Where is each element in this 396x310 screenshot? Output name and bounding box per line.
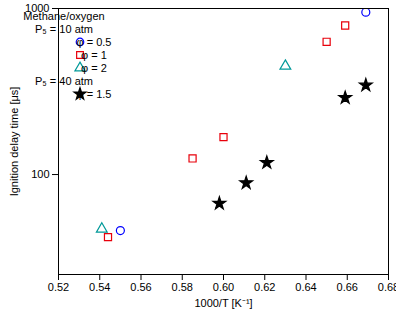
svg-text:φ = 2: φ = 2 — [81, 62, 107, 74]
svg-text:1000/T [K⁻¹]: 1000/T [K⁻¹] — [194, 297, 252, 309]
svg-text:P₅ = 10 atm: P₅ = 10 atm — [35, 23, 93, 35]
svg-text:φ = 1.5: φ = 1.5 — [77, 88, 112, 100]
svg-text:0.62: 0.62 — [254, 281, 275, 293]
svg-text:0.60: 0.60 — [213, 281, 234, 293]
svg-text:0.66: 0.66 — [337, 281, 358, 293]
svg-text:0.68: 0.68 — [378, 281, 396, 293]
svg-text:0.56: 0.56 — [130, 281, 151, 293]
svg-text:0.64: 0.64 — [295, 281, 316, 293]
svg-text:P₅ = 40 atm: P₅ = 40 atm — [35, 75, 93, 87]
svg-text:1000: 1000 — [25, 2, 50, 14]
svg-text:Ignition delay time [μs]: Ignition delay time [μs] — [8, 87, 20, 197]
svg-text:φ = 0.5: φ = 0.5 — [77, 36, 112, 48]
svg-text:0.52: 0.52 — [48, 281, 69, 293]
svg-text:0.54: 0.54 — [89, 281, 110, 293]
svg-text:φ = 1: φ = 1 — [81, 49, 107, 61]
svg-text:100: 100 — [31, 168, 49, 180]
svg-text:0.58: 0.58 — [172, 281, 193, 293]
svg-text:Methane/oxygen: Methane/oxygen — [23, 10, 104, 22]
